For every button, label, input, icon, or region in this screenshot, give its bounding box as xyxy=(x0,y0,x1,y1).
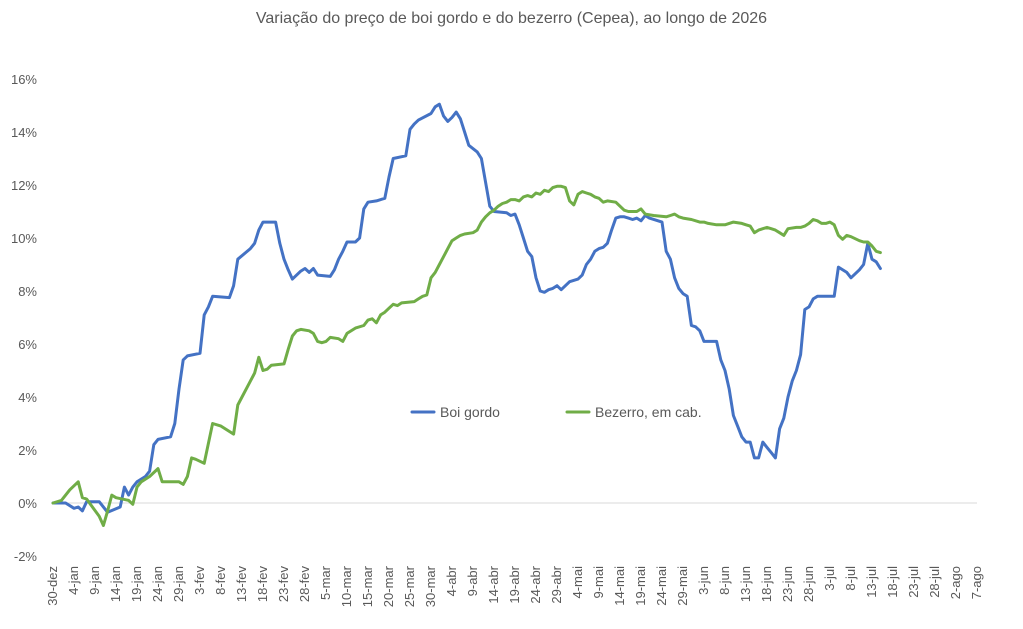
x-tick-label: 25-mar xyxy=(402,565,417,607)
y-tick-label: 6% xyxy=(18,337,37,352)
x-tick-label: 24-jan xyxy=(150,566,165,602)
x-tick-label: 19-jan xyxy=(129,566,144,602)
y-tick-label: 12% xyxy=(11,178,37,193)
x-tick-label: 24-abr xyxy=(528,565,543,603)
y-tick-label: 2% xyxy=(18,443,37,458)
x-tick-label: 28-jul xyxy=(927,566,942,598)
x-tick-label: 18-jul xyxy=(885,566,900,598)
x-tick-label: 4-abr xyxy=(444,565,459,596)
x-tick-label: 24-mai xyxy=(654,566,669,606)
x-tick-label: 29-jan xyxy=(171,566,186,602)
series-line-boi xyxy=(51,102,882,514)
x-tick-label: 2-ago xyxy=(948,566,963,599)
x-tick-label: 28-fev xyxy=(297,566,312,603)
x-tick-label: 14-mai xyxy=(612,566,627,606)
x-tick-label: 13-fev xyxy=(234,566,249,603)
chart-title: Variação do preço de boi gordo e do beze… xyxy=(255,10,768,27)
y-tick-label: -2% xyxy=(14,549,38,564)
x-tick-label: 14-jan xyxy=(108,566,123,602)
x-tick-label: 14-abr xyxy=(486,565,501,603)
x-tick-label: 3-jul xyxy=(822,566,837,591)
x-tick-label: 30-dez xyxy=(45,566,60,606)
y-tick-label: 14% xyxy=(11,125,37,140)
y-tick-label: 8% xyxy=(18,284,37,299)
y-tick-label: 4% xyxy=(18,390,37,405)
x-tick-label: 23-jul xyxy=(906,566,921,598)
series-line-bezerro xyxy=(51,184,882,527)
y-axis-ticks: -2% 0% 2% 4% 6% 8% 10% 12% 14% 16% xyxy=(11,72,37,564)
x-tick-label: 5-mar xyxy=(318,565,333,600)
x-tick-label: 28-jun xyxy=(801,566,816,602)
x-tick-label: 8-fev xyxy=(213,566,228,595)
x-tick-label: 9-jan xyxy=(87,566,102,595)
x-tick-label: 3-jun xyxy=(696,566,711,595)
x-tick-label: 15-mar xyxy=(360,565,375,607)
x-tick-label: 30-mar xyxy=(423,565,438,607)
x-tick-label: 29-mai xyxy=(675,566,690,606)
x-tick-label: 13-jul xyxy=(864,566,879,598)
x-tick-label: 29-abr xyxy=(549,565,564,603)
x-tick-label: 18-fev xyxy=(255,566,270,603)
x-tick-label: 8-jul xyxy=(843,566,858,591)
x-tick-label: 20-mar xyxy=(381,565,396,607)
x-tick-label: 10-mar xyxy=(339,565,354,607)
series-lines xyxy=(51,102,882,527)
y-tick-label: 0% xyxy=(18,496,37,511)
y-tick-label: 10% xyxy=(11,231,37,246)
x-tick-label: 19-abr xyxy=(507,565,522,603)
x-tick-label: 23-fev xyxy=(276,566,291,603)
x-tick-label: 19-mai xyxy=(633,566,648,606)
x-axis-ticks: 30-dez 4-jan 9-jan 14-jan 19-jan 24-jan 29-jan… xyxy=(45,565,984,607)
x-tick-label: 18-jun xyxy=(759,566,774,602)
x-tick-label: 9-abr xyxy=(465,565,480,596)
x-tick-label: 4-jan xyxy=(66,566,81,595)
x-tick-label: 8-jun xyxy=(717,566,732,595)
x-tick-label: 23-jun xyxy=(780,566,795,602)
legend-label: Bezerro, em cab. xyxy=(595,404,702,420)
x-tick-label: 3-fev xyxy=(192,566,207,595)
x-tick-label: 4-mai xyxy=(570,566,585,599)
x-tick-label: 9-mai xyxy=(591,566,606,599)
x-tick-label: 7-ago xyxy=(969,566,984,599)
legend-label: Boi gordo xyxy=(440,404,500,420)
y-tick-label: 16% xyxy=(11,72,37,87)
legend: Boi gordo Bezerro, em cab. xyxy=(410,404,702,420)
x-tick-label: 13-jun xyxy=(738,566,753,602)
